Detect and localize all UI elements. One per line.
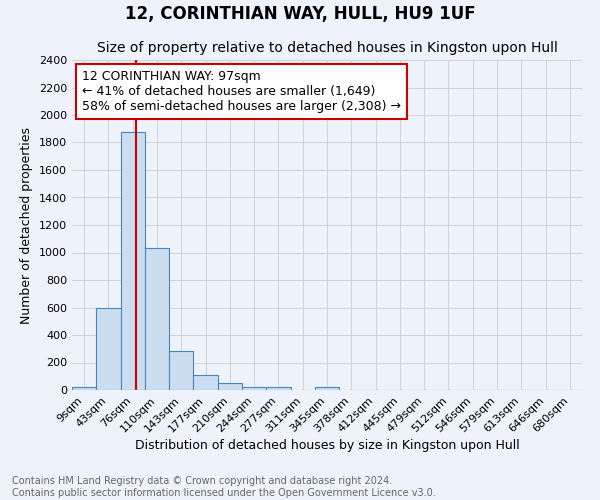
Bar: [266, 387, 290, 390]
Y-axis label: Number of detached properties: Number of detached properties: [20, 126, 34, 324]
Bar: [218, 384, 242, 390]
Title: Size of property relative to detached houses in Kingston upon Hull: Size of property relative to detached ho…: [97, 40, 557, 54]
Bar: [145, 248, 169, 390]
Text: 12 CORINTHIAN WAY: 97sqm
← 41% of detached houses are smaller (1,649)
58% of sem: 12 CORINTHIAN WAY: 97sqm ← 41% of detach…: [82, 70, 401, 113]
Text: Contains HM Land Registry data © Crown copyright and database right 2024.
Contai: Contains HM Land Registry data © Crown c…: [12, 476, 436, 498]
Bar: [315, 387, 339, 390]
Bar: [169, 351, 193, 390]
Bar: [242, 386, 266, 390]
Bar: [193, 375, 218, 390]
Bar: [72, 387, 96, 390]
Bar: [96, 308, 121, 390]
Text: 12, CORINTHIAN WAY, HULL, HU9 1UF: 12, CORINTHIAN WAY, HULL, HU9 1UF: [125, 5, 475, 23]
Bar: [121, 132, 145, 390]
X-axis label: Distribution of detached houses by size in Kingston upon Hull: Distribution of detached houses by size …: [134, 440, 520, 452]
